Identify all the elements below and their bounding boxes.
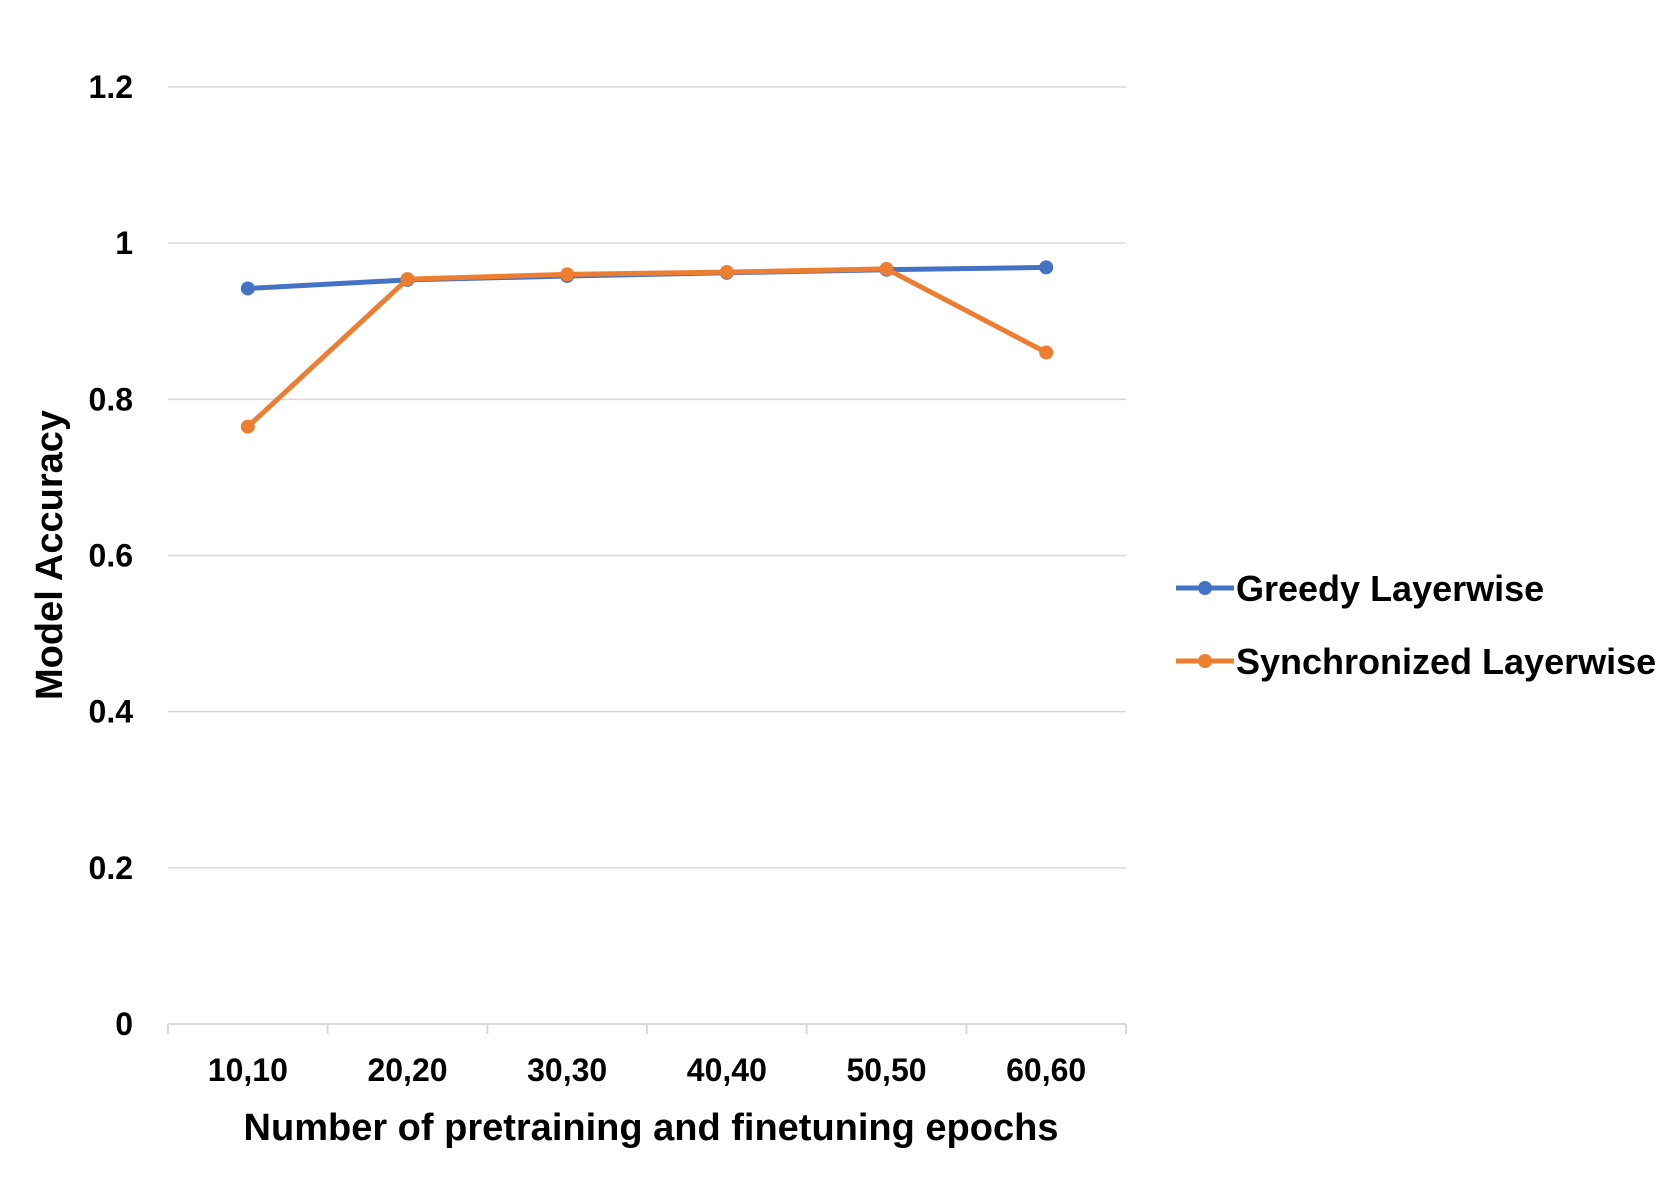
legend-marker: [1198, 581, 1212, 595]
data-point: [1039, 345, 1054, 360]
x-tick-label: 10,10: [208, 1052, 288, 1088]
data-point: [879, 261, 894, 276]
y-tick-label: 0.2: [89, 850, 133, 886]
data-point: [240, 419, 255, 434]
y-axis-title: Model Accuracy: [29, 410, 71, 700]
legend-item: Synchronized Layerwise: [1176, 641, 1656, 682]
x-axis: [167, 1023, 1127, 1034]
y-tick-label: 1.2: [89, 69, 133, 105]
series: [240, 260, 1054, 434]
legend-item: Greedy Layerwise: [1176, 568, 1544, 609]
series-1: [240, 261, 1054, 434]
data-point: [560, 267, 575, 282]
x-axis-title: Number of pretraining and finetuning epo…: [244, 1107, 1059, 1149]
series-line: [245, 266, 1049, 430]
series-line: [245, 264, 1049, 291]
x-tick-label: 60,60: [1006, 1052, 1086, 1088]
y-tick-label: 0.6: [89, 538, 133, 574]
data-point: [240, 281, 255, 296]
x-tick-label: 20,20: [367, 1052, 447, 1088]
data-point: [1039, 260, 1054, 275]
legend-label: Synchronized Layerwise: [1236, 641, 1656, 682]
data-point: [400, 272, 415, 287]
y-axis-tick-labels: 0 0.2 0.4 0.6 0.8 1 1.2: [89, 69, 134, 1042]
legend-marker: [1198, 654, 1212, 668]
y-tick-label: 0.4: [89, 694, 134, 730]
y-tick-label: 0: [115, 1006, 133, 1042]
y-tick-label: 1: [115, 225, 133, 261]
x-tick-label: 40,40: [687, 1052, 767, 1088]
gridlines: [168, 86, 1126, 869]
x-axis-tick-labels: 10,10 20,20 30,30 40,40 50,50 60,60: [208, 1052, 1086, 1088]
x-tick-label: 30,30: [527, 1052, 607, 1088]
y-tick-label: 0.8: [89, 381, 133, 417]
legend: Greedy Layerwise Synchronized Layerwise: [1176, 568, 1656, 682]
data-point: [719, 265, 734, 280]
x-tick-label: 50,50: [846, 1052, 926, 1088]
legend-label: Greedy Layerwise: [1236, 568, 1544, 609]
